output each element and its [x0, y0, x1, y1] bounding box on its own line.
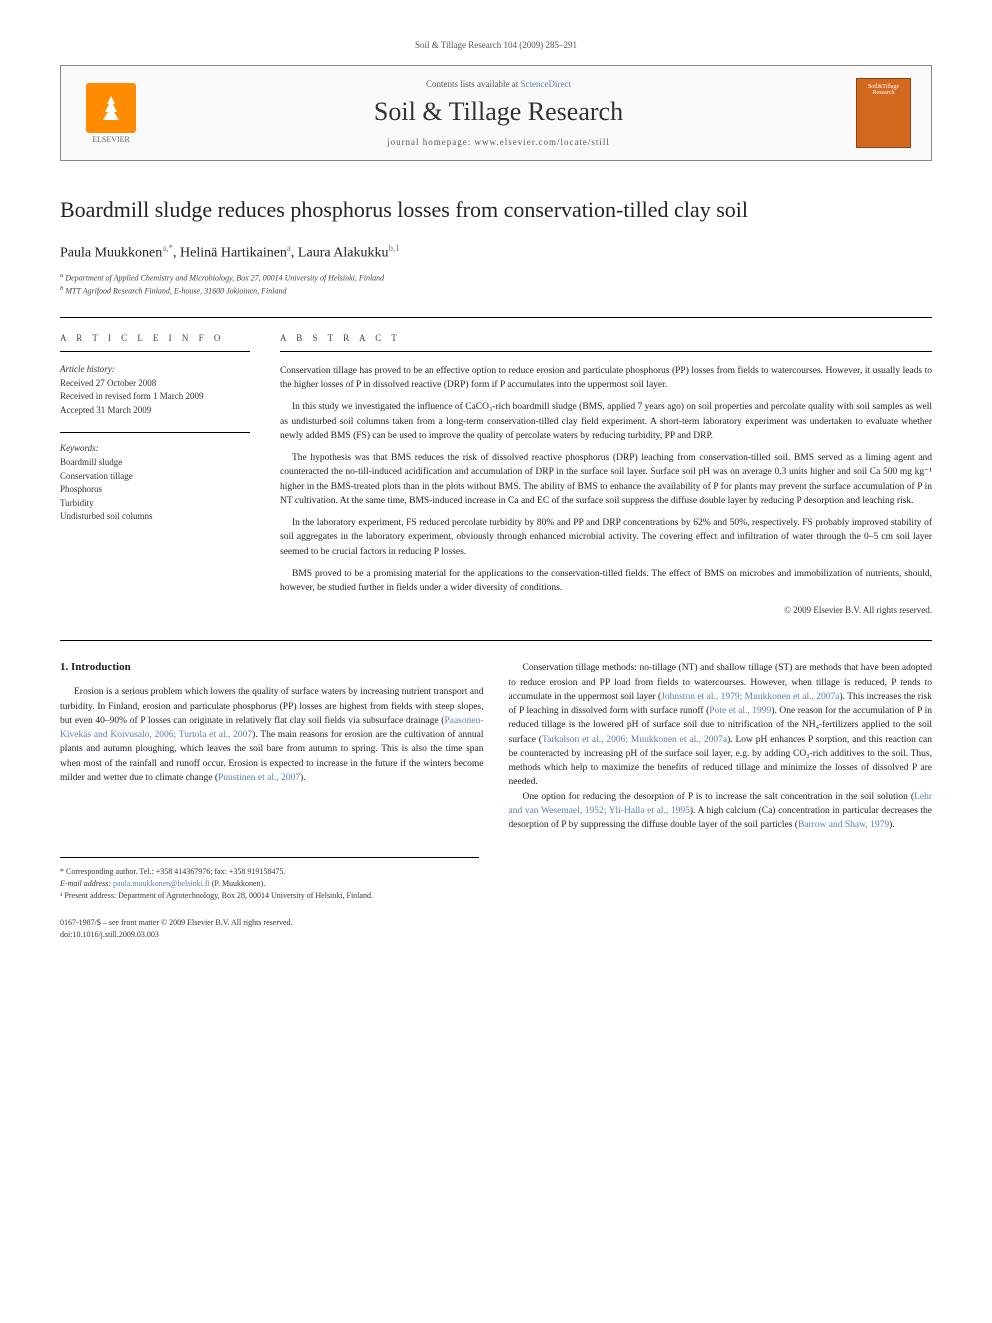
history-received: Received 27 October 2008	[60, 377, 250, 391]
citation-link[interactable]: Puustinen et al., 2007	[218, 773, 300, 783]
keywords-label: Keywords:	[60, 432, 250, 453]
abstract-para-2: In this study we investigated the influe…	[280, 400, 932, 443]
citation-link[interactable]: Barrow and Shaw, 1979	[798, 820, 889, 830]
article-history-label: Article history:	[60, 364, 250, 374]
author-3: , Laura Alakukku	[291, 245, 389, 260]
author-1: Paula Muukkonen	[60, 245, 162, 260]
page-footer: 0167-1987/$ – see front matter © 2009 El…	[60, 917, 932, 939]
footnotes: * Corresponding author. Tel.: +358 41436…	[60, 857, 479, 902]
abstract-para-3: The hypothesis was that BMS reduces the …	[280, 451, 932, 508]
homepage-prefix: journal homepage:	[387, 137, 474, 147]
body-two-columns: 1. Introduction Erosion is a serious pro…	[60, 661, 932, 832]
citation-link[interactable]: Tarkalson et al., 2006; Muukkonen et al.…	[542, 735, 727, 745]
affiliation-b: b MTT Agrifood Research Finland, E-house…	[60, 284, 932, 297]
section-divider	[60, 640, 932, 641]
affiliation-a: a Department of Applied Chemistry and Mi…	[60, 271, 932, 284]
footer-copyright: 0167-1987/$ – see front matter © 2009 El…	[60, 917, 293, 939]
citation-link[interactable]: Pote et al., 1999	[709, 706, 771, 716]
history-accepted: Accepted 31 March 2009	[60, 404, 250, 418]
journal-title: Soil & Tillage Research	[141, 97, 856, 127]
article-title: Boardmill sludge reduces phosphorus loss…	[60, 196, 932, 225]
abstract-heading: A B S T R A C T	[280, 333, 932, 352]
author-3-sup: b,1	[389, 243, 400, 253]
abstract-para-1: Conservation tillage has proved to be an…	[280, 364, 932, 393]
corresponding-author-note: * Corresponding author. Tel.: +358 41436…	[60, 866, 479, 878]
contents-available-line: Contents lists available at ScienceDirec…	[141, 79, 856, 89]
sciencedirect-link[interactable]: ScienceDirect	[521, 79, 571, 89]
doi-line: doi:10.1016/j.still.2009.03.003	[60, 929, 293, 940]
body-para-right-2: One option for reducing the desorption o…	[509, 790, 933, 833]
email-suffix: (P. Muukkonen).	[210, 879, 266, 888]
email-link[interactable]: paula.muukkonen@helsinki.fi	[113, 879, 210, 888]
abstract-para-5: BMS proved to be a promising material fo…	[280, 567, 932, 596]
keyword-item: Phosphorus	[60, 483, 250, 497]
author-1-sup: a,*	[162, 243, 173, 253]
author-2: , Helinä Hartikainen	[173, 245, 287, 260]
body-right-column: Conservation tillage methods: no-tillage…	[509, 661, 933, 832]
body-para-left-1: Erosion is a serious problem which lower…	[60, 685, 484, 785]
issn-line: 0167-1987/$ – see front matter © 2009 El…	[60, 917, 293, 928]
journal-cover-thumbnail: Soil&Tillage Research	[856, 78, 911, 148]
body-left-column: 1. Introduction Erosion is a serious pro…	[60, 661, 484, 832]
contents-prefix: Contents lists available at	[426, 79, 520, 89]
keyword-item: Conservation tillage	[60, 470, 250, 484]
body-para-right-1: Conservation tillage methods: no-tillage…	[509, 661, 933, 789]
elsevier-tree-icon	[86, 83, 136, 133]
affiliations: a Department of Applied Chemistry and Mi…	[60, 271, 932, 297]
elsevier-label: ELSEVIER	[92, 135, 130, 144]
abstract-para-4: In the laboratory experiment, FS reduced…	[280, 516, 932, 559]
citation-link[interactable]: Johnston et al., 1979; Muukkonen et al.,…	[661, 692, 839, 702]
abstract-copyright: © 2009 Elsevier B.V. All rights reserved…	[280, 605, 932, 615]
present-address-note: ¹ Present address: Department of Agrotec…	[60, 890, 479, 902]
section-heading-introduction: 1. Introduction	[60, 661, 484, 673]
keyword-item: Turbidity	[60, 497, 250, 511]
homepage-url[interactable]: www.elsevier.com/locate/still	[475, 137, 610, 147]
keyword-item: Boardmill sludge	[60, 456, 250, 470]
article-info-heading: A R T I C L E I N F O	[60, 333, 250, 352]
journal-homepage-line: journal homepage: www.elsevier.com/locat…	[141, 137, 856, 147]
email-line: E-mail address: paula.muukkonen@helsinki…	[60, 878, 479, 890]
article-info-sidebar: A R T I C L E I N F O Article history: R…	[60, 333, 250, 616]
running-header: Soil & Tillage Research 104 (2009) 285–2…	[60, 40, 932, 50]
authors-line: Paula Muukkonena,*, Helinä Hartikainena,…	[60, 243, 932, 262]
elsevier-logo: ELSEVIER	[81, 78, 141, 148]
keyword-item: Undisturbed soil columns	[60, 510, 250, 524]
email-label: E-mail address:	[60, 879, 113, 888]
history-revised: Received in revised form 1 March 2009	[60, 390, 250, 404]
masthead: ELSEVIER Contents lists available at Sci…	[60, 65, 932, 161]
abstract-column: A B S T R A C T Conservation tillage has…	[280, 333, 932, 616]
